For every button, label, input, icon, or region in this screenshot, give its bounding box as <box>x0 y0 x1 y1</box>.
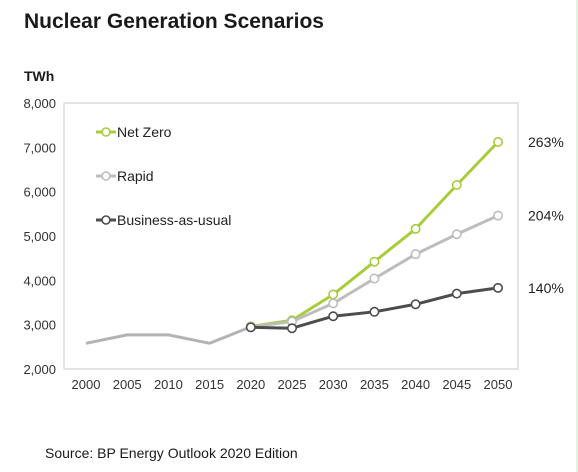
legend-label: Net Zero <box>117 124 172 140</box>
legend-label: Business-as-usual <box>117 212 231 228</box>
data-point <box>410 299 421 310</box>
legend-swatch-marker <box>101 127 111 137</box>
end-label: 263% <box>528 134 564 150</box>
right-edge-bar <box>576 0 578 472</box>
y-axis-ticks: 2,000 3,000 4,000 5,000 6,000 7,000 8,000 <box>23 96 56 377</box>
y-tick-label: 3,000 <box>23 318 56 333</box>
series-net-zero <box>245 137 503 332</box>
data-point <box>451 180 462 191</box>
x-tick-label: 2010 <box>154 377 183 392</box>
y-tick-label: 2,000 <box>23 362 56 377</box>
data-point <box>286 323 297 334</box>
legend-swatch-marker <box>101 171 111 181</box>
data-point <box>410 223 421 234</box>
series-business-as-usual <box>245 282 503 334</box>
data-point <box>369 256 380 267</box>
y-axis-unit-label: TWh <box>24 68 55 84</box>
legend-item: Rapid <box>96 168 154 184</box>
data-point <box>492 210 503 221</box>
legend: Net Zero Rapid Business-as-usual <box>96 124 231 228</box>
legend-swatch-marker <box>101 215 111 225</box>
data-point <box>492 137 503 148</box>
end-label: 140% <box>528 280 564 296</box>
end-labels: 263% 204% 140% <box>528 134 564 296</box>
x-tick-label: 2030 <box>319 377 348 392</box>
y-tick-label: 7,000 <box>23 140 56 155</box>
x-tick-label: 2050 <box>484 377 513 392</box>
y-tick-label: 6,000 <box>23 185 56 200</box>
x-tick-label: 2020 <box>236 377 265 392</box>
data-point <box>328 289 339 300</box>
end-label: 204% <box>528 208 564 224</box>
nuclear-generation-line-chart: 2,000 3,000 4,000 5,000 6,000 7,000 8,000 2000… <box>23 96 564 392</box>
x-tick-label: 2005 <box>113 377 142 392</box>
history-line <box>85 325 252 345</box>
x-tick-label: 2015 <box>195 377 224 392</box>
legend-item: Net Zero <box>96 124 172 140</box>
data-point <box>369 306 380 317</box>
data-point <box>328 298 339 309</box>
x-tick-label: 2025 <box>278 377 307 392</box>
data-point <box>451 229 462 240</box>
legend-label: Rapid <box>117 168 154 184</box>
x-axis-ticks: 2000 2005 2010 2015 2020 2025 2030 2035 2040 2045… <box>72 377 513 392</box>
data-point <box>451 288 462 299</box>
legend-item: Business-as-usual <box>96 212 231 228</box>
y-tick-label: 5,000 <box>23 229 56 244</box>
data-point <box>369 273 380 284</box>
y-tick-label: 4,000 <box>23 273 56 288</box>
chart-title: Nuclear Generation Scenarios <box>24 10 324 33</box>
history-series <box>85 325 252 345</box>
x-tick-label: 2040 <box>401 377 430 392</box>
x-tick-label: 2035 <box>360 377 389 392</box>
x-tick-label: 2045 <box>442 377 471 392</box>
data-point <box>245 322 256 333</box>
x-tick-label: 2000 <box>72 377 101 392</box>
source-note: Source: BP Energy Outlook 2020 Edition <box>45 445 298 461</box>
data-point <box>492 282 503 293</box>
y-tick-label: 8,000 <box>23 96 56 111</box>
data-point <box>328 311 339 322</box>
plot-area-frame <box>63 102 519 370</box>
scenario-series <box>245 137 503 334</box>
data-point <box>410 249 421 260</box>
